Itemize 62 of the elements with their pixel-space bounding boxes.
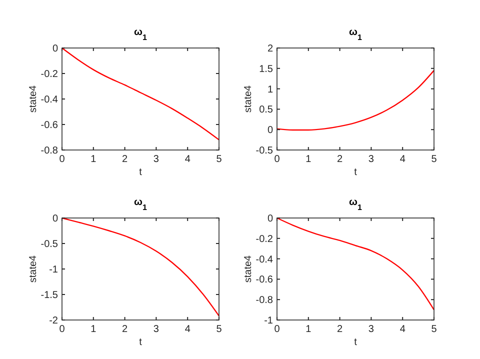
x-tick-label: 4 (184, 154, 191, 165)
y-tick-label: -0.8 (256, 295, 274, 306)
x-tick-label: 1 (90, 324, 97, 335)
line-series (276, 217, 435, 310)
x-tick-label: 2 (337, 154, 344, 165)
y-tick-label: -1 (49, 264, 58, 276)
x-tick-label: 1 (306, 154, 312, 165)
line-series (61, 47, 220, 140)
y-tick-label: 0 (52, 214, 58, 224)
x-tick-label: 0 (59, 154, 66, 165)
x-axis-title: t (354, 337, 358, 348)
chart-title: ω$_{1}$ (349, 27, 362, 42)
x-tick-label: 4 (400, 154, 406, 165)
x-tick-label: 3 (153, 324, 160, 335)
y-axis-title: state4 (243, 84, 254, 113)
x-tick-label: 5 (431, 324, 438, 335)
chart-title: ω$_{1}$ (134, 197, 148, 212)
x-tick-label: 5 (431, 154, 438, 165)
y-tick-label: 0 (267, 125, 274, 136)
chart-title: ω$_{1}$ (349, 197, 362, 212)
x-tick-label: 5 (216, 154, 222, 165)
chart-title: ω$_{1}$ (134, 27, 148, 42)
line-series (61, 217, 220, 317)
y-tick-label: -0.2 (40, 69, 58, 80)
y-tick-label: -0.4 (256, 254, 274, 266)
y-tick-label: -0.5 (40, 239, 58, 250)
x-tick-label: 4 (400, 324, 406, 335)
x-tick-label: 2 (122, 154, 128, 165)
x-tick-label: 1 (90, 154, 97, 165)
y-tick-label: -1.5 (40, 290, 58, 301)
y-tick-label: -0.5 (256, 146, 274, 156)
y-tick-label: 0 (52, 44, 58, 54)
y-tick-label: -2 (49, 316, 58, 326)
x-tick-label: 0 (59, 324, 66, 335)
x-axis-title: t (139, 337, 142, 348)
y-axis-title: state4 (243, 254, 254, 283)
y-tick-label: -0.6 (40, 120, 58, 131)
x-tick-label: 2 (122, 324, 128, 335)
y-tick-label: 1.5 (259, 64, 274, 75)
x-tick-label: 1 (306, 324, 312, 335)
x-tick-label: 3 (368, 324, 374, 335)
y-axis-title: state4 (28, 254, 39, 283)
y-tick-label: -0.4 (40, 94, 58, 106)
x-axis-title: t (354, 167, 358, 178)
y-tick-label: -0.2 (256, 234, 274, 245)
y-tick-label: -1 (264, 316, 274, 326)
x-tick-label: 3 (368, 154, 374, 165)
x-axis-title: t (139, 167, 142, 178)
line-series (276, 70, 435, 131)
y-axis-title: state4 (28, 84, 39, 113)
x-tick-label: 0 (274, 154, 280, 165)
y-tick-label: 2 (267, 44, 274, 54)
x-tick-label: 5 (216, 324, 222, 335)
y-tick-label: 0.5 (259, 104, 274, 116)
y-tick-label: 0 (267, 214, 274, 224)
y-tick-label: 1 (267, 84, 274, 96)
y-tick-label: -0.8 (40, 146, 58, 156)
x-tick-label: 0 (274, 324, 280, 335)
x-tick-label: 4 (184, 324, 191, 335)
x-tick-label: 2 (337, 324, 344, 335)
y-tick-label: -0.6 (256, 274, 274, 286)
x-tick-label: 3 (153, 154, 160, 165)
